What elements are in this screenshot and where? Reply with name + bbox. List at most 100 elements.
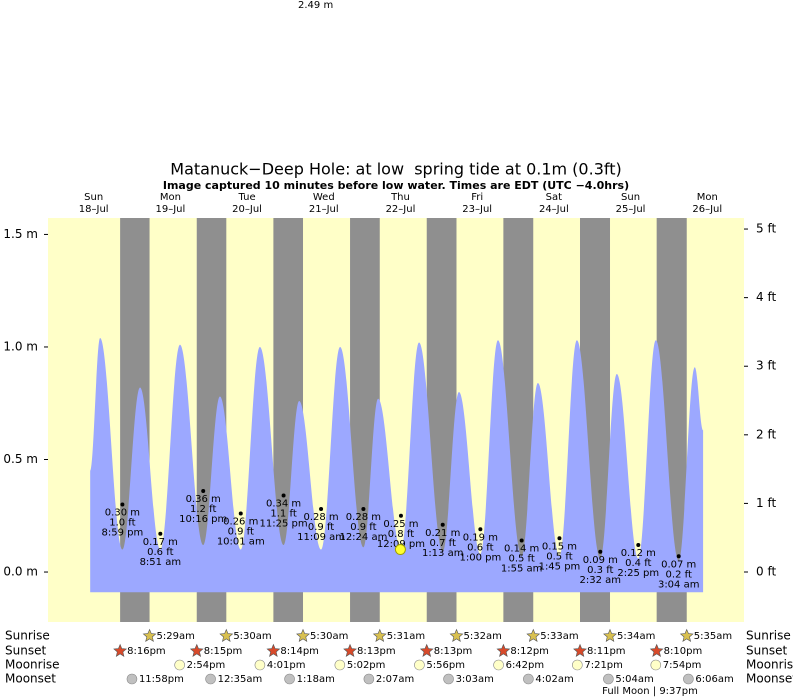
sunrise-icon [679, 628, 694, 642]
low-tide-m: 0.34 m [266, 499, 301, 510]
y2-tick-label: 3 ft [756, 359, 776, 373]
day-date: 25–Jul [616, 204, 646, 215]
low-tide-dot [319, 507, 324, 512]
moonset-time: 4:02am [535, 674, 573, 685]
low-tide-time: 3:04 am [658, 579, 700, 590]
low-tide-m: 0.14 m [504, 544, 539, 555]
day-date: 19–Jul [155, 204, 185, 215]
low-tide-m: 0.15 m [542, 541, 577, 552]
top-note: 2.49 m [298, 0, 333, 11]
day-date: 26–Jul [692, 204, 722, 215]
moonrise-icon [254, 659, 266, 671]
sunrise-time: 5:30am [233, 631, 271, 642]
sunset-icon [419, 643, 434, 657]
sunrise-icon [526, 628, 541, 642]
low-tide-m: 0.25 m [383, 519, 418, 530]
low-tide-ft: 1.1 ft [270, 509, 296, 520]
sunset-time: 8:15pm [204, 646, 243, 657]
sunset-icon [573, 643, 587, 657]
sunset-icon [113, 643, 128, 657]
moonset-time: 6:06am [695, 674, 733, 685]
moonset-row-label: Moonset [5, 672, 56, 686]
moonset-icon [205, 673, 216, 685]
day-name: Sun [621, 192, 640, 203]
sunset-time: 8:12pm [510, 646, 549, 657]
low-tide-ft: 0.4 ft [625, 558, 651, 569]
moonrise-time: 5:56pm [426, 660, 465, 671]
moonrise-time: 7:54pm [663, 660, 702, 671]
moonrise-time: 2:54pm [187, 660, 226, 671]
sunset-time: 8:13pm [434, 646, 473, 657]
sunset-time: 8:14pm [280, 646, 319, 657]
low-tide-m: 0.28 m [346, 512, 381, 523]
low-tide-ft: 0.5 ft [508, 554, 534, 565]
low-tide-m: 0.28 m [303, 512, 338, 523]
moonset-icon [443, 673, 454, 685]
moonset-icon [363, 673, 375, 685]
sunset-row-label-right: Sunset [746, 644, 787, 658]
sunrise-icon [372, 628, 387, 642]
y2-tick-label: 4 ft [756, 290, 776, 304]
sunset-time: 8:16pm [127, 646, 166, 657]
sunset-time: 8:11pm [587, 646, 626, 657]
low-tide-m: 0.19 m [463, 532, 498, 543]
sunrise-time: 5:35am [694, 631, 732, 642]
sunrise-row-label: Sunrise [5, 629, 50, 643]
y-tick-label: 0.5 m [3, 452, 38, 466]
moonset-time: 12:35am [218, 674, 263, 685]
moonset-row-label-right: Moonset [746, 672, 793, 686]
moonset-icon [603, 673, 614, 685]
day-date: 23–Jul [462, 204, 492, 215]
day-date: 21–Jul [309, 204, 339, 215]
sunset-icon [266, 643, 281, 657]
moonset-icon [523, 673, 534, 685]
low-tide-m: 0.17 m [143, 537, 178, 548]
low-tide-m: 0.09 m [583, 555, 618, 566]
low-tide-m: 0.30 m [105, 508, 140, 519]
day-name: Wed [313, 192, 335, 203]
moonrise-icon [414, 659, 425, 671]
low-tide-m: 0.21 m [425, 528, 460, 539]
moonset-icon [126, 673, 138, 685]
low-tide-ft: 0.7 ft [430, 538, 456, 549]
sunrise-time: 5:31am [387, 631, 425, 642]
moonrise-icon [334, 659, 346, 671]
low-tide-ft: 0.9 ft [228, 527, 254, 538]
day-date: 18–Jul [79, 204, 109, 215]
low-tide-ft: 0.2 ft [666, 569, 692, 580]
y2-tick-label: 1 ft [756, 496, 776, 510]
day-name: Sun [84, 192, 103, 203]
low-tide-ft: 0.6 ft [147, 547, 173, 558]
day-date: 20–Jul [232, 204, 262, 215]
moonset-time: 3:03am [456, 674, 494, 685]
low-tide-dot [478, 527, 483, 532]
day-name: Mon [697, 192, 718, 203]
y-tick-label: 1.5 m [3, 227, 38, 241]
sunset-time: 8:10pm [664, 646, 703, 657]
now-marker [394, 544, 406, 556]
sunset-time: 8:13pm [357, 646, 396, 657]
low-tide-time: 2:25 pm [617, 568, 659, 579]
sunrise-time: 5:34am [617, 631, 655, 642]
full-moon: Full Moon | 9:37pm [602, 686, 698, 697]
sunrise-time: 5:33am [540, 631, 578, 642]
low-tide-dot [120, 502, 125, 507]
low-tide-ft: 0.5 ft [546, 551, 572, 562]
sunset-icon [649, 643, 664, 657]
sunrise-time: 5:29am [157, 631, 195, 642]
low-tide-ft: 1.0 ft [109, 518, 135, 529]
sunset-icon [496, 643, 511, 657]
sunrise-row-label-right: Sunrise [746, 629, 791, 643]
day-date: 24–Jul [539, 204, 569, 215]
chart-title: Matanuck−Deep Hole: at low spring tide a… [170, 160, 621, 179]
moonrise-row-label-right: Moonrise [746, 658, 793, 672]
sunrise-time: 5:30am [310, 631, 348, 642]
y2-tick-label: 2 ft [756, 427, 776, 441]
moonrise-time: 5:02pm [347, 660, 386, 671]
sunrise-time: 5:32am [463, 631, 501, 642]
sunset-row-label: Sunset [5, 644, 46, 658]
moonset-time: 11:58pm [139, 674, 184, 685]
low-tide-dot [398, 513, 403, 518]
low-tide-m: 0.07 m [661, 559, 696, 570]
